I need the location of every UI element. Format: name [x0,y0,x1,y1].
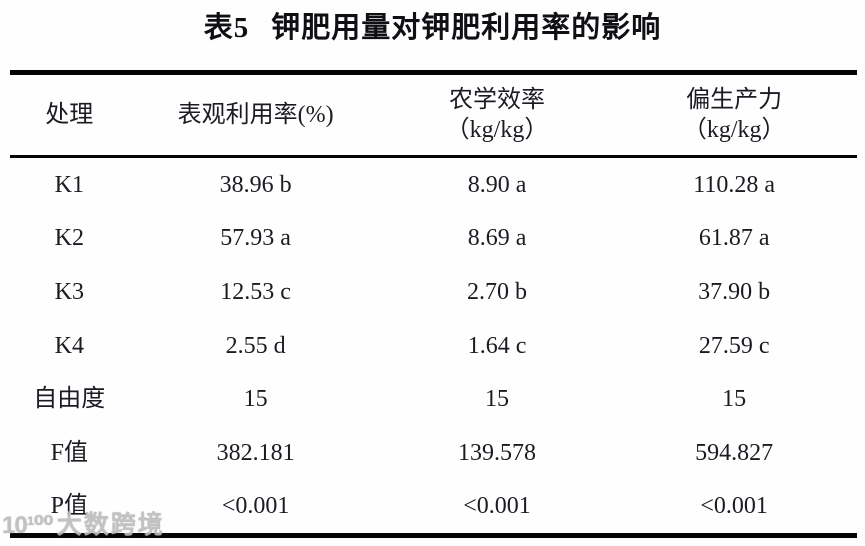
column-header-apparent-utilization: 表观利用率(%) [177,102,334,128]
cell-apparent-utilization: <0.001 [221,493,290,520]
cell-partial-productivity: 594.827 [695,439,774,466]
table-body: K1 38.96 b 8.90 a 110.28 a K2 57.93 a 8.… [10,158,857,533]
cell-degrees-of-freedom-label: 自由度 [33,386,106,413]
cell-agronomic-efficiency: 15 [485,386,510,413]
cell-agronomic-efficiency: 1.64 c [467,332,527,359]
table-row: P值 <0.001 <0.001 <0.001 [10,479,857,533]
cell-agronomic-efficiency: 8.90 a [467,171,527,198]
table-row: K3 12.53 c 2.70 b 37.90 b [10,265,857,319]
table-row: F值 382.181 139.578 594.827 [10,426,857,480]
table-number: 表5 [203,12,250,44]
column-header-agronomic-efficiency: 农学效率 （kg/kg） [445,87,549,143]
table-row: 自由度 15 15 15 [10,372,857,426]
cell-apparent-utilization: 15 [243,386,268,413]
table-title-text: 钾肥用量对钾肥利用率的影响 [271,12,662,44]
cell-agronomic-efficiency: <0.001 [463,493,531,520]
table-row: K4 2.55 d 1.64 c 27.59 c [10,319,857,373]
cell-f-value-label: F值 [50,439,88,466]
cell-agronomic-efficiency: 139.578 [458,439,537,466]
cell-partial-productivity: 110.28 a [693,171,776,198]
table-row: K2 57.93 a 8.69 a 61.87 a [10,212,857,266]
column-header-treatment: 处理 [45,102,94,128]
cell-apparent-utilization: 12.53 c [220,278,291,305]
cell-partial-productivity: 15 [722,386,747,413]
cell-partial-productivity: 37.90 b [698,278,771,305]
cell-apparent-utilization: 57.93 a [220,225,291,252]
table-title: 表5 钾肥用量对钾肥利用率的影响 [0,4,865,46]
cell-partial-productivity: 61.87 a [698,225,770,252]
cell-apparent-utilization: 382.181 [216,439,295,466]
cell-treatment: K1 [54,171,84,198]
cell-apparent-utilization: 38.96 b [219,171,292,198]
cell-partial-productivity: 27.59 c [698,332,770,359]
table-header-row: 处理 表观利用率(%) 农学效率 （kg/kg） 偏生产力 （kg/kg） [10,75,857,155]
cell-treatment: K2 [54,225,84,252]
cell-apparent-utilization: 2.55 d [225,332,286,359]
header-divider-rule [10,155,857,158]
column-header-partial-productivity: 偏生产力 （kg/kg） [682,87,786,143]
table-top-rule [10,70,857,75]
cell-agronomic-efficiency: 8.69 a [467,225,527,252]
cell-treatment: K3 [54,278,84,305]
cell-partial-productivity: <0.001 [700,493,768,520]
cell-agronomic-efficiency: 2.70 b [467,278,528,305]
cell-treatment: K4 [54,332,84,359]
table-bottom-rule [10,533,857,538]
cell-p-value-label: P值 [50,493,88,520]
table-row: K1 38.96 b 8.90 a 110.28 a [10,158,857,212]
